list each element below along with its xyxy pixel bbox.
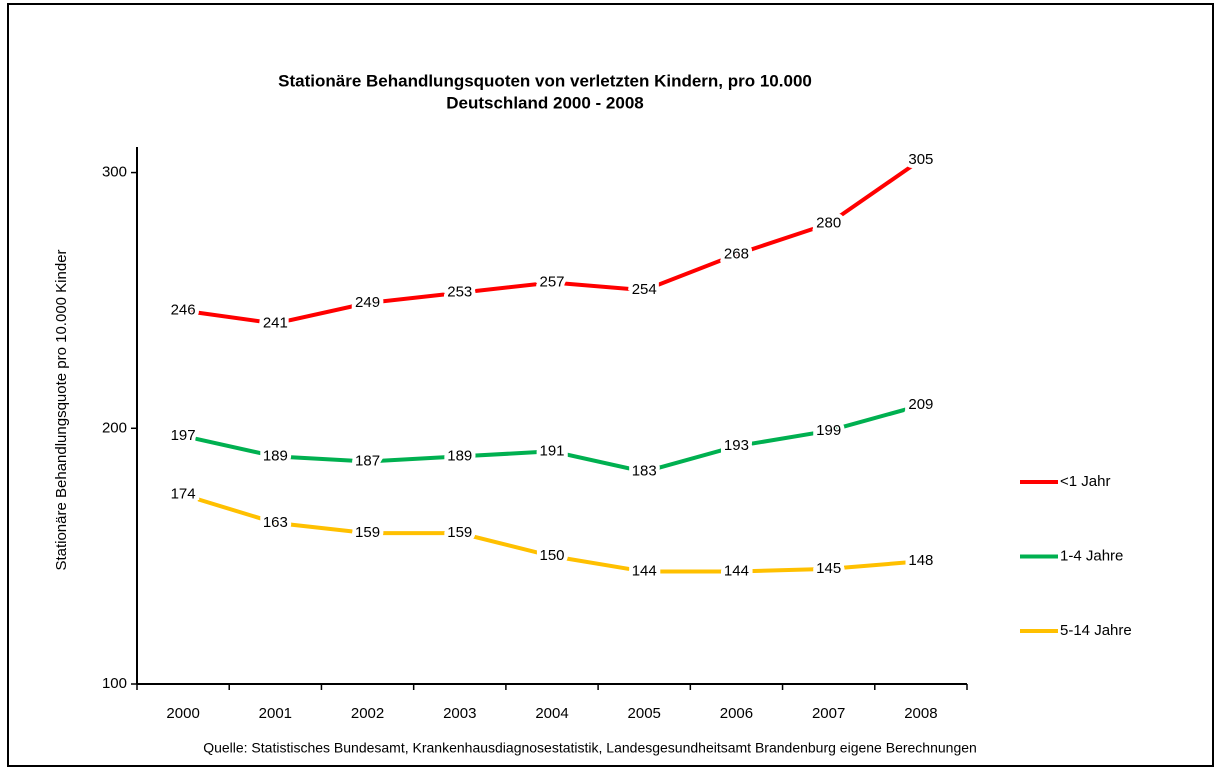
chart-title: Stationäre Behandlungsquoten von verletz…	[278, 71, 812, 90]
data-label: 249	[355, 294, 380, 311]
data-label: 159	[355, 524, 380, 541]
data-label: 246	[171, 302, 196, 319]
x-tick-label: 2003	[443, 705, 476, 722]
data-label: 159	[447, 524, 472, 541]
x-tick-label: 2007	[812, 705, 845, 722]
data-label: 199	[816, 422, 841, 439]
line-series	[182, 158, 923, 326]
data-label: 193	[724, 437, 749, 454]
data-label: 305	[908, 151, 933, 168]
y-tick-label: 300	[102, 164, 127, 181]
data-label: 163	[263, 514, 288, 531]
legend-label: <1 Jahr	[1060, 473, 1110, 490]
data-label: 150	[539, 547, 564, 564]
y-tick-label: 100	[102, 675, 127, 692]
y-axis-label: Stationäre Behandlungsquote pro 10.000 K…	[53, 249, 70, 570]
chart-subtitle: Deutschland 2000 - 2008	[446, 93, 643, 112]
data-label: 144	[632, 562, 657, 579]
data-label: 189	[447, 447, 472, 464]
data-label: 191	[539, 442, 564, 459]
data-label: 197	[171, 427, 196, 444]
data-label: 148	[908, 552, 933, 569]
data-label: 209	[908, 396, 933, 413]
x-tick-label: 2000	[166, 705, 199, 722]
data-label: 254	[632, 281, 657, 298]
x-tick-label: 2008	[904, 705, 937, 722]
x-tick-label: 2002	[351, 705, 384, 722]
chart-border	[7, 3, 1214, 767]
data-label: 183	[632, 463, 657, 480]
source-note: Quelle: Statistisches Bundesamt, Kranken…	[203, 740, 977, 756]
data-label: 174	[171, 486, 196, 503]
x-tick-label: 2006	[720, 705, 753, 722]
data-label: 145	[816, 560, 841, 577]
x-tick-label: 2004	[535, 705, 568, 722]
x-tick-label: 2005	[628, 705, 661, 722]
data-label: 189	[263, 447, 288, 464]
data-label: 144	[724, 562, 749, 579]
line-series	[182, 403, 922, 474]
x-tick-label: 2001	[259, 705, 292, 722]
y-tick-label: 200	[102, 419, 127, 436]
legend-label: 1-4 Jahre	[1060, 547, 1123, 564]
data-label: 241	[263, 314, 288, 331]
data-label: 187	[355, 452, 380, 469]
data-label: 268	[724, 245, 749, 262]
data-label: 257	[539, 273, 564, 290]
data-label: 280	[816, 215, 841, 232]
line-series	[182, 492, 922, 574]
legend-label: 5-14 Jahre	[1060, 622, 1132, 639]
data-label: 253	[447, 284, 472, 301]
